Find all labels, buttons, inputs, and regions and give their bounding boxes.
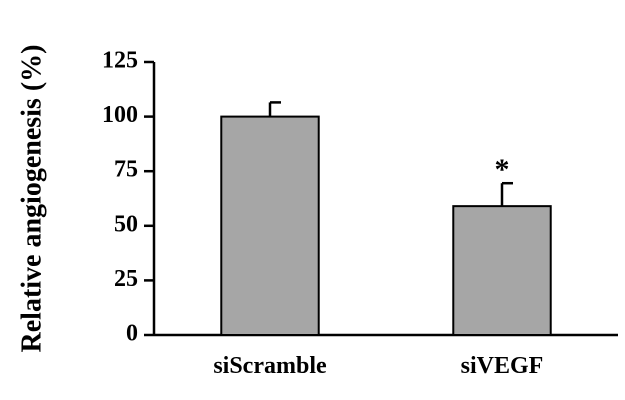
bar	[220, 115, 320, 336]
y-axis: 0 25 50 75 100 125	[102, 48, 156, 347]
y-tick-label: 75	[114, 157, 138, 183]
significance-marker: *	[495, 153, 510, 186]
y-tick-label: 125	[102, 48, 138, 74]
x-tick-label: siScramble	[213, 353, 327, 379]
y-tick-label: 25	[114, 266, 138, 292]
y-tick-label: 50	[114, 211, 138, 237]
y-tick-label: 0	[126, 321, 138, 347]
bars: *	[220, 101, 552, 336]
y-tick-label: 100	[102, 102, 138, 128]
x-tick-labels: siScramble siVEGF	[213, 353, 543, 379]
y-axis-title: Relative angiogenesis (%)	[16, 45, 47, 353]
bar	[452, 205, 552, 336]
x-tick-label: siVEGF	[461, 353, 544, 379]
